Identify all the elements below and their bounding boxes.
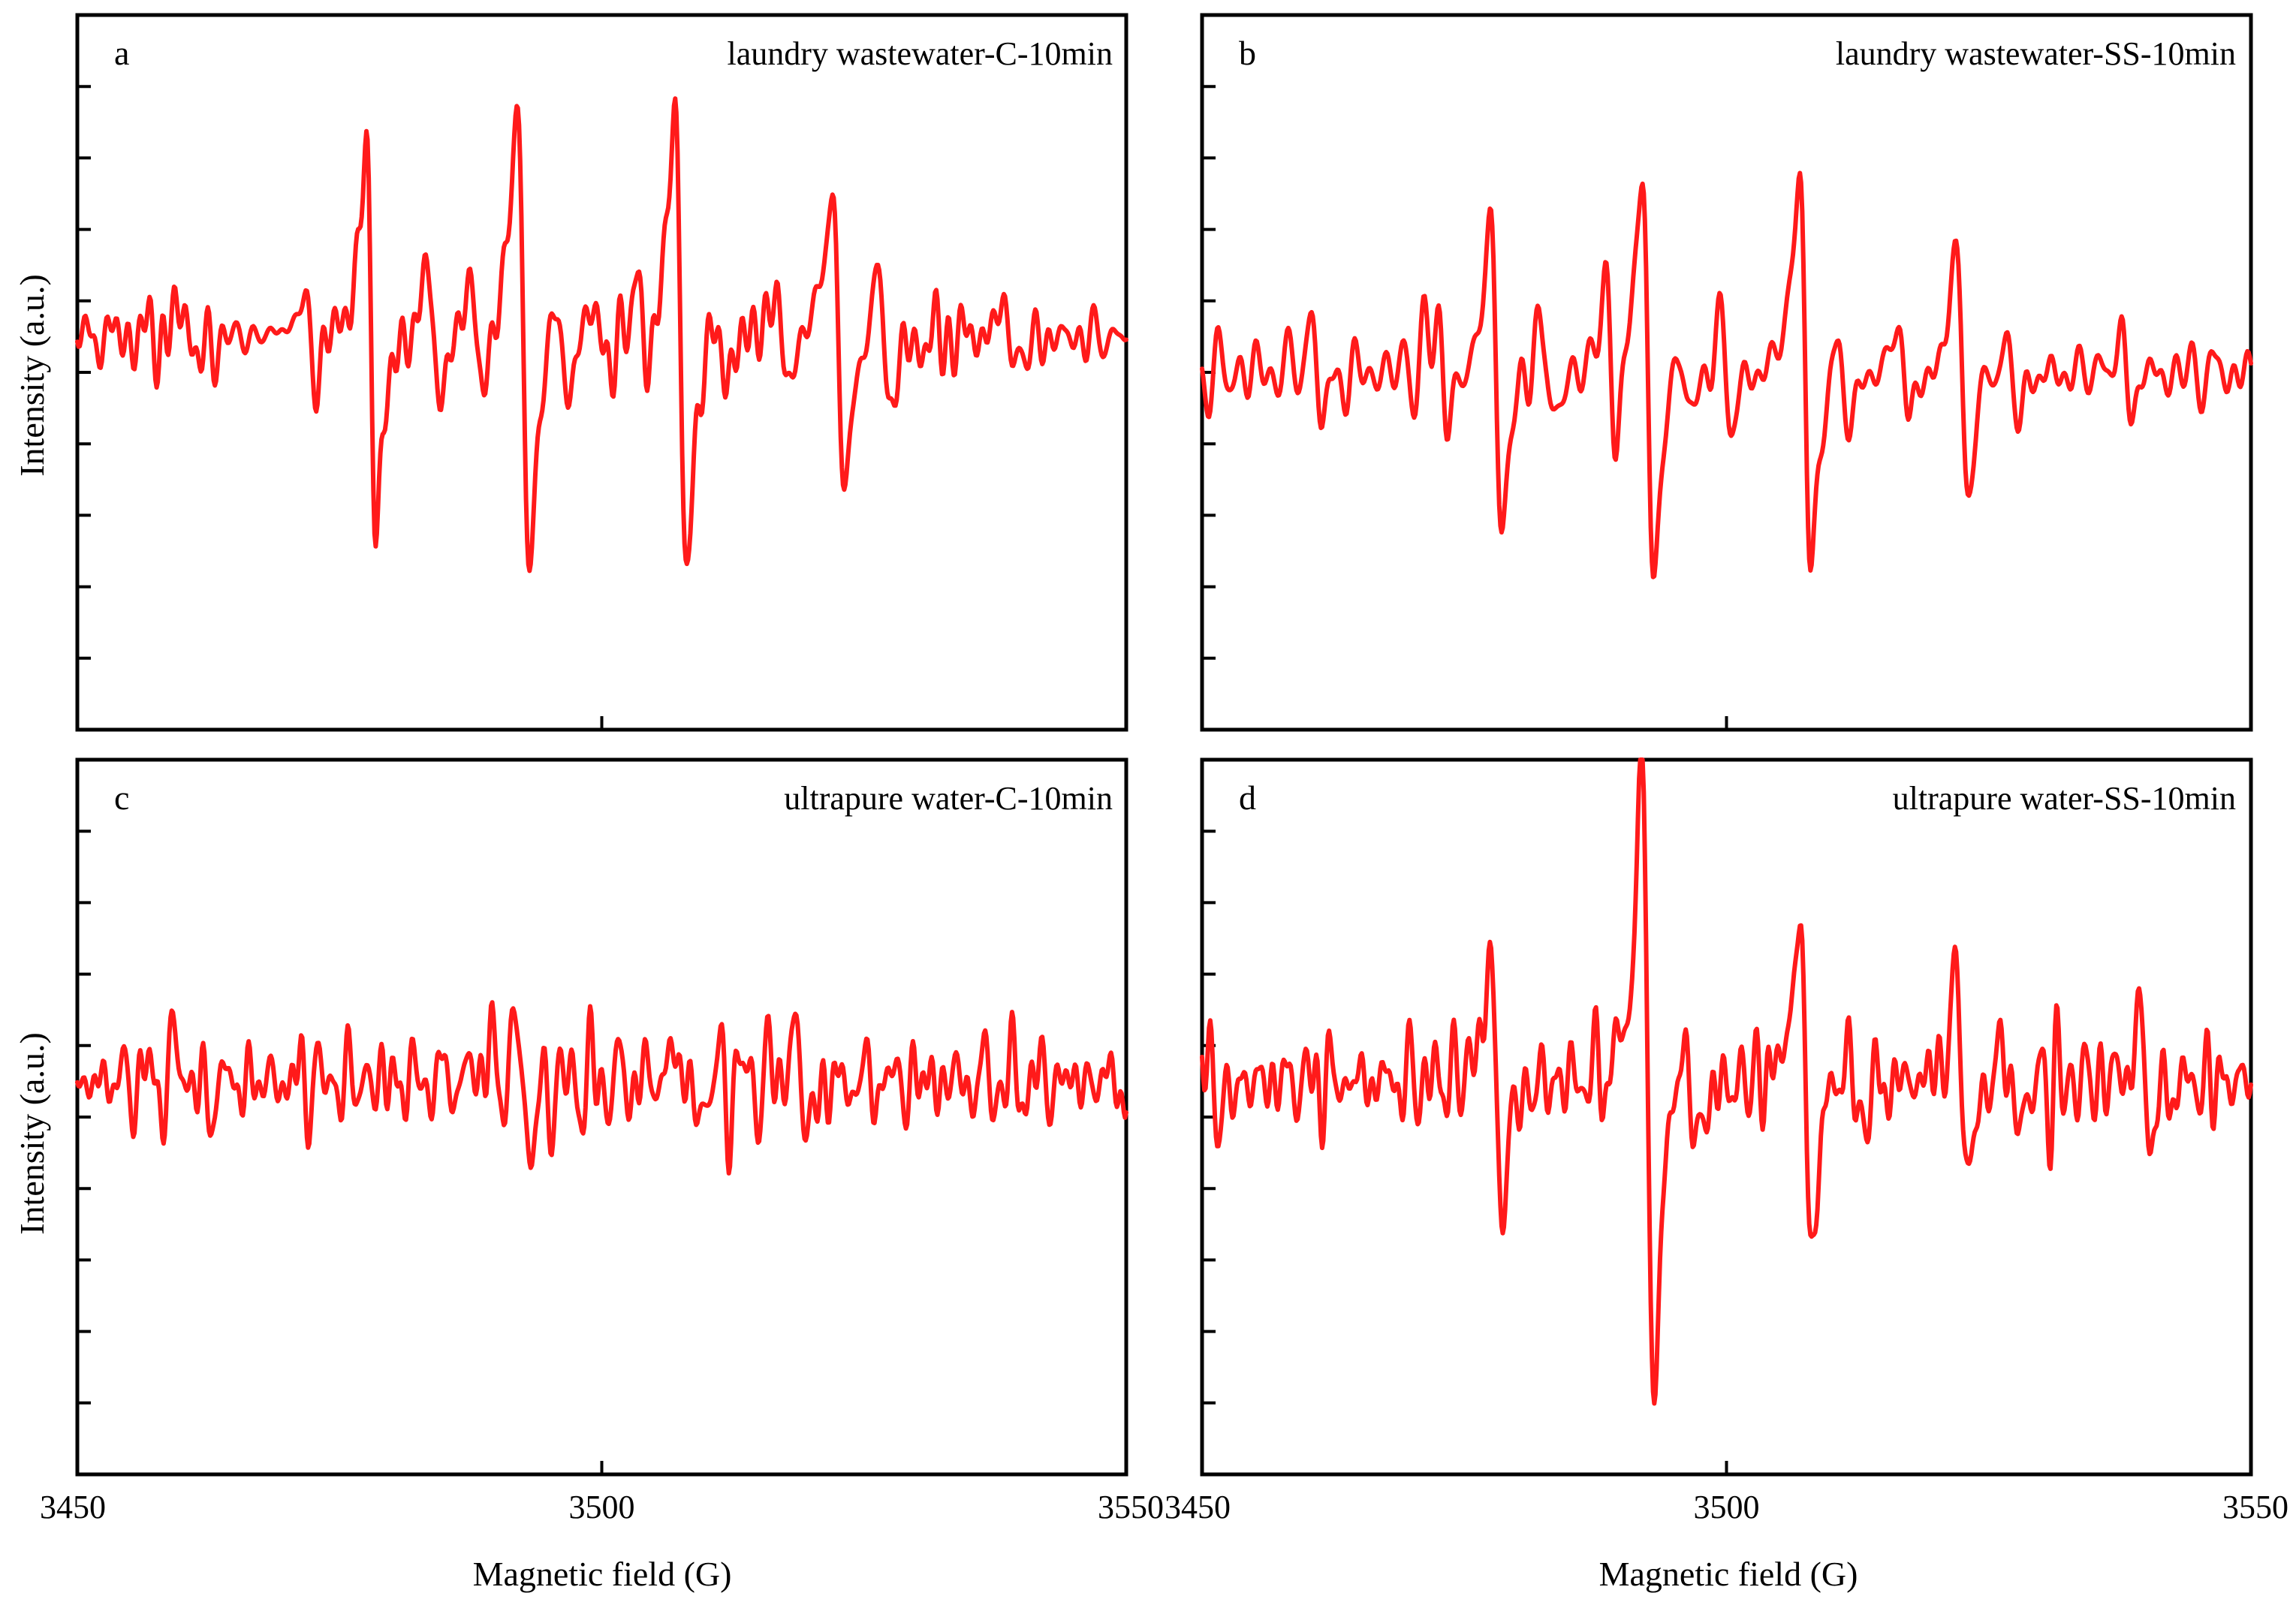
panel-a: a laundry wastewater-C-10min [75, 13, 1128, 732]
panel-c: c ultrapure water-C-10min 3450 3500 3550 [40, 757, 1164, 1525]
plot-frame-a [75, 13, 1128, 732]
x-tick-label-d-3450: 3450 [1165, 1489, 1231, 1525]
y-axis-label-top: Intensity (a.u.) [13, 274, 51, 477]
panel-title-b: laundry wastewater-SS-10min [1836, 35, 2236, 72]
x-tick-label-c-3450: 3450 [40, 1489, 106, 1525]
spectrum-line-d [1200, 757, 2253, 1406]
x-tick-label-d-3550: 3550 [2222, 1489, 2288, 1525]
panel-b: b laundry wastewater-SS-10min [1200, 13, 2253, 732]
x-axis-label-right: Magnetic field (G) [1599, 1555, 1858, 1593]
panel-title-a: laundry wastewater-C-10min [727, 35, 1113, 72]
x-tick-label-d-3500: 3500 [1694, 1489, 1760, 1525]
x-tick-label-c-3550: 3550 [1098, 1489, 1164, 1525]
panel-letter-b: b [1239, 34, 1256, 72]
plot-frame-c [75, 757, 1128, 1477]
panel-letter-d: d [1239, 778, 1256, 817]
panel-title-c: ultrapure water-C-10min [784, 780, 1113, 817]
spectrum-line-b [1200, 170, 2253, 580]
panel-letter-a: a [114, 34, 129, 72]
y-axis-label-bottom: Intensity (a.u.) [13, 1032, 51, 1235]
panel-d: d ultrapure water-SS-10min 3450 3500 3550 [1165, 757, 2288, 1525]
spectrum-line-a [75, 96, 1128, 574]
panel-letter-c: c [114, 778, 129, 817]
spectrum-line-c [75, 1000, 1128, 1176]
x-tick-label-c-3500: 3500 [569, 1489, 635, 1525]
panel-title-d: ultrapure water-SS-10min [1893, 780, 2236, 817]
x-axis-label-left: Magnetic field (G) [473, 1555, 732, 1593]
